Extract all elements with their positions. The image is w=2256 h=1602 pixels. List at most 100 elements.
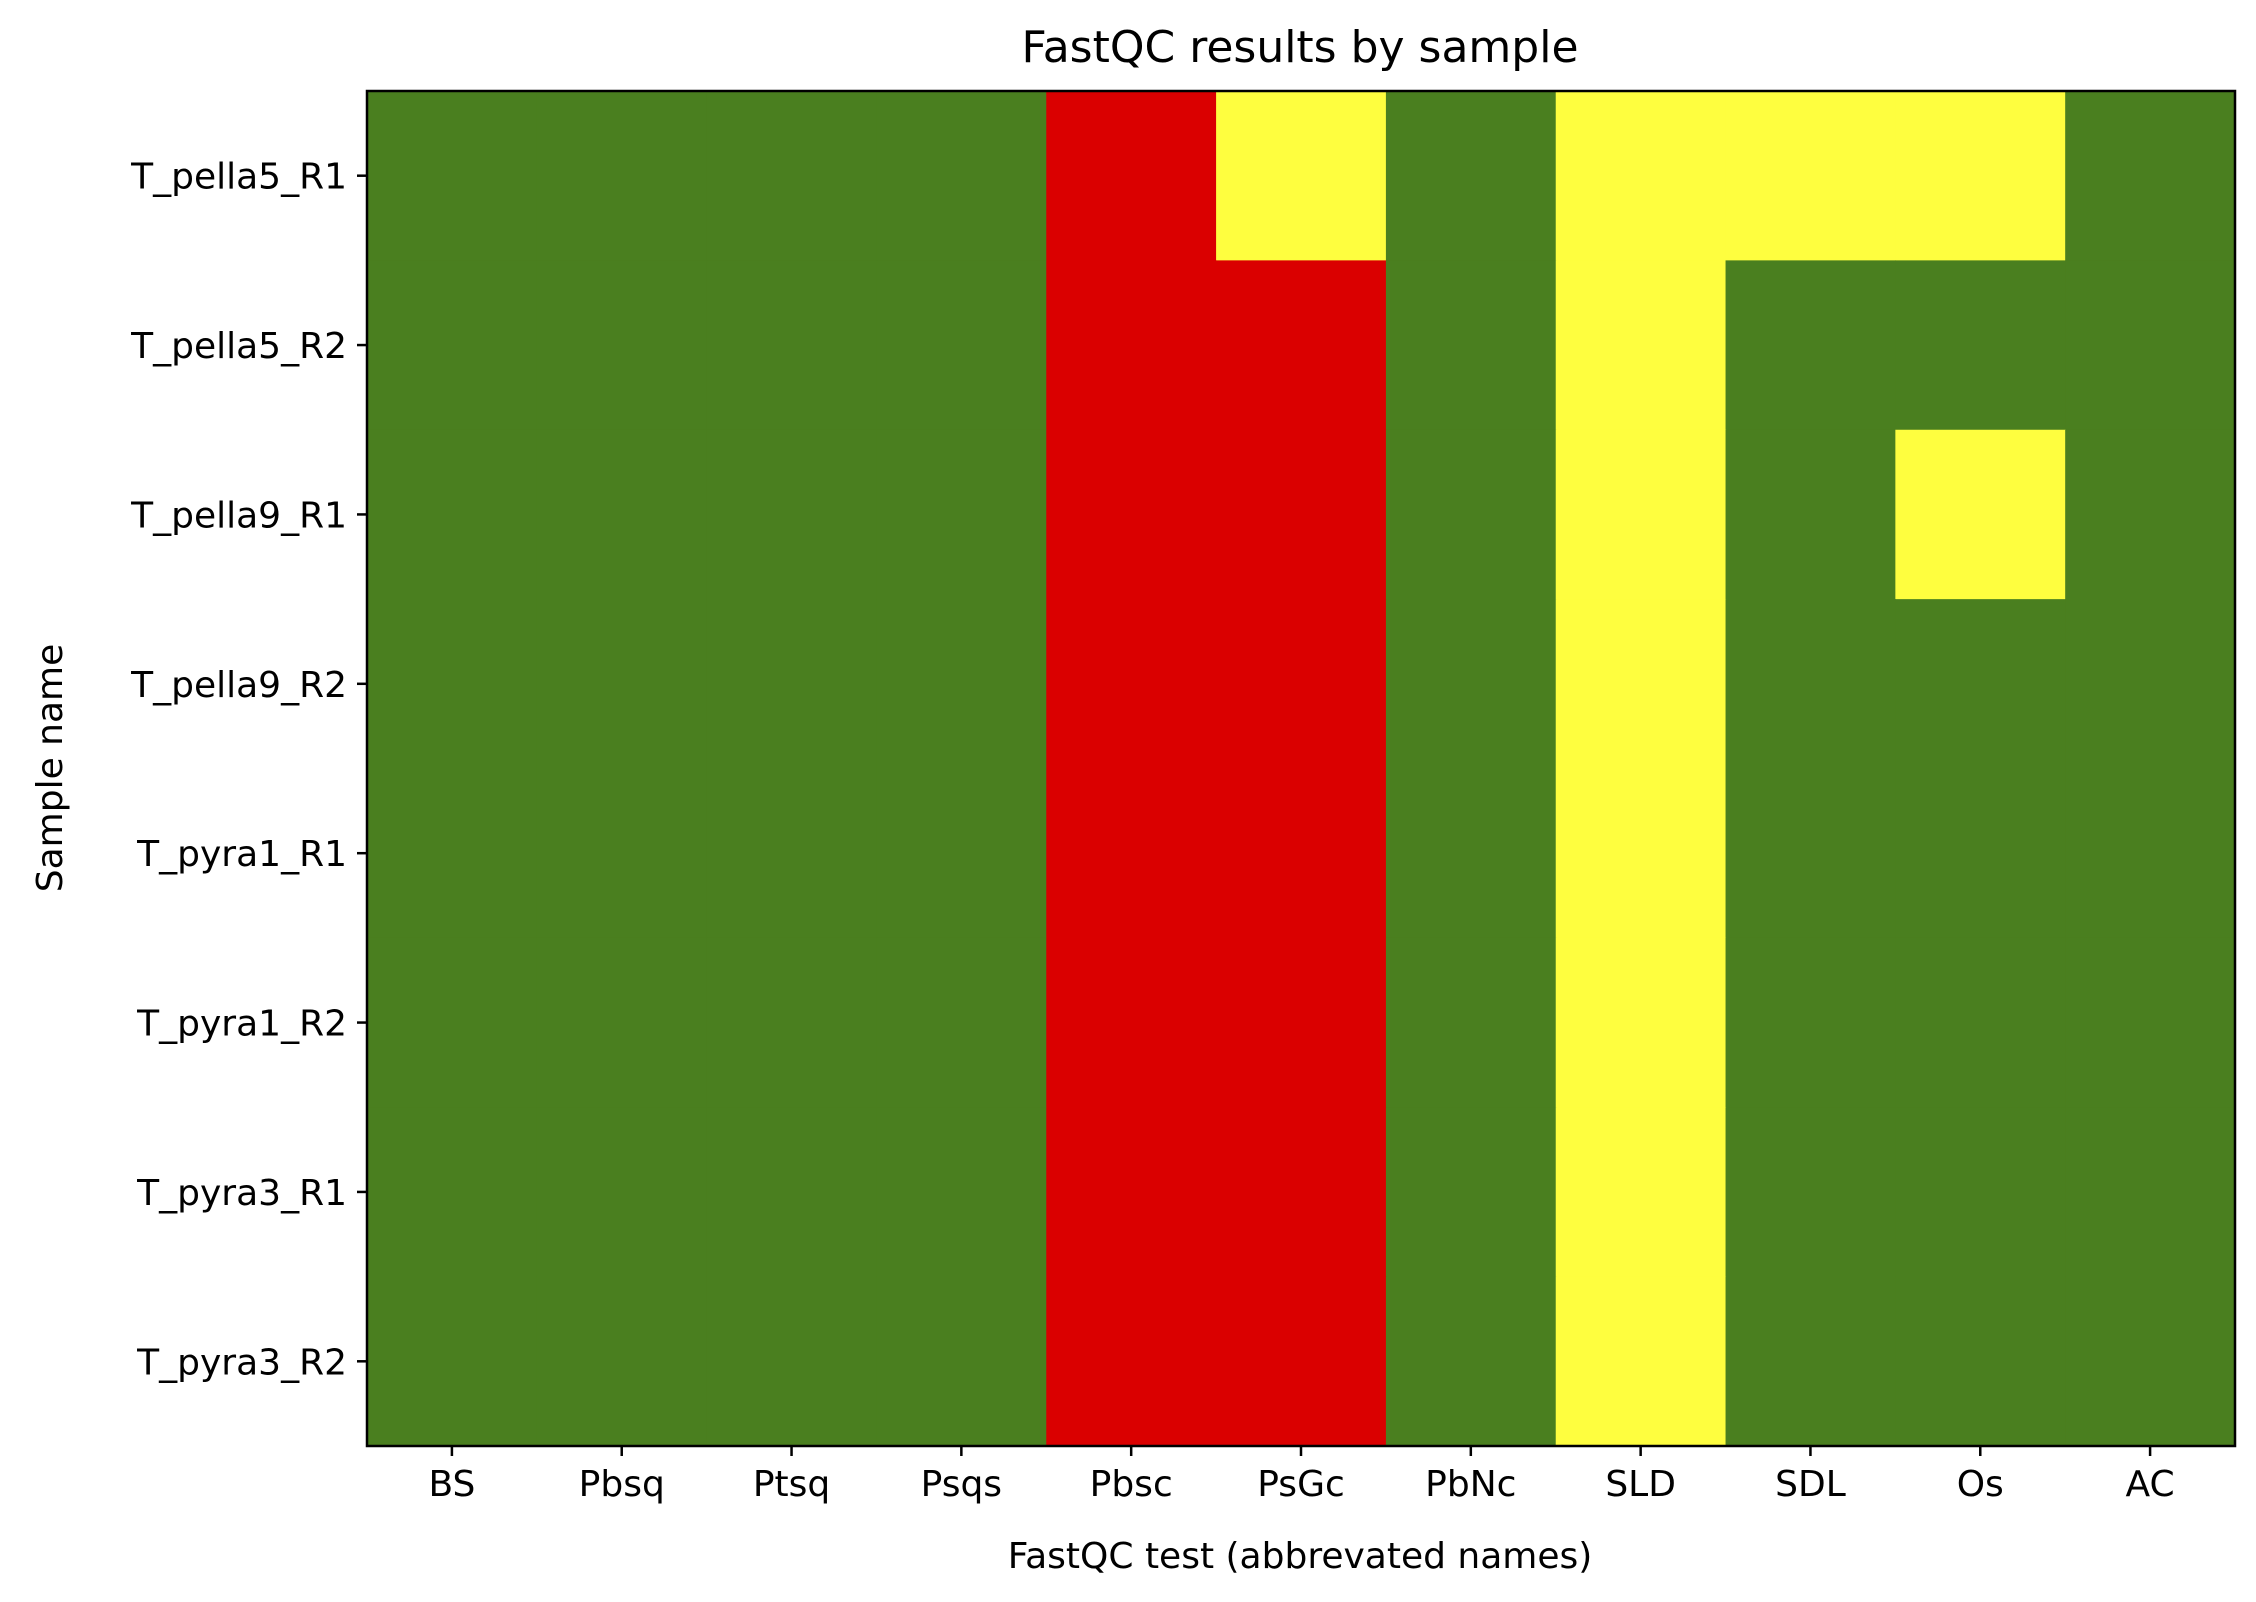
heatmap-cell xyxy=(876,91,1047,261)
x-tick-label: Pbsc xyxy=(1090,1464,1173,1505)
heatmap-cell xyxy=(1216,429,1387,600)
heatmap-cell xyxy=(1895,260,2066,431)
heatmap-cell xyxy=(1385,91,1557,261)
heatmap-cell xyxy=(367,91,538,261)
heatmap-cell xyxy=(2065,1276,2236,1447)
x-tick-label: PbNc xyxy=(1425,1464,1516,1505)
x-axis: BS Pbsq Ptsq Psqs Pbsc PsGc PbNc SLD SDL Os AC xyxy=(428,1446,2175,1505)
heatmap-cell xyxy=(1895,429,2066,600)
heatmap-cell xyxy=(706,599,878,770)
y-axis-label: Sample name xyxy=(30,644,71,893)
heatmap-cell xyxy=(367,429,538,600)
heatmap-cell xyxy=(876,599,1047,770)
heatmap-cell xyxy=(1216,91,1387,261)
heatmap-cell xyxy=(367,937,538,1108)
x-tick-label: SLD xyxy=(1605,1464,1676,1505)
x-tick-label: Psqs xyxy=(921,1464,1002,1505)
x-tick-label: Pbsq xyxy=(579,1464,665,1505)
heatmap-cell xyxy=(2065,260,2236,431)
heatmap-cell xyxy=(1725,260,1896,431)
heatmap-cell xyxy=(1555,768,1727,939)
x-tick-label: PsGc xyxy=(1257,1464,1345,1505)
heatmap-cell xyxy=(1385,1276,1557,1447)
heatmap-cell xyxy=(1046,937,1217,1108)
heatmap-cell xyxy=(1046,429,1217,600)
heatmap-cell xyxy=(1555,429,1727,600)
heatmap-cell xyxy=(706,1276,878,1447)
heatmap-cell xyxy=(1385,768,1557,939)
heatmap-cell xyxy=(367,260,538,431)
heatmap-cell xyxy=(1555,1107,1727,1278)
heatmap-cell xyxy=(1046,1107,1217,1278)
heatmap-cell xyxy=(1046,91,1217,261)
heatmap-cell xyxy=(536,1107,708,1278)
heatmap-cell xyxy=(367,1276,538,1447)
x-tick-label: SDL xyxy=(1775,1464,1846,1505)
y-tick-label: T_pyra1_R2 xyxy=(136,1004,347,1045)
heatmap-cell xyxy=(1216,768,1387,939)
heatmap-cell xyxy=(536,1276,708,1447)
heatmap-cell xyxy=(706,91,878,261)
heatmap-cell xyxy=(1385,260,1557,431)
heatmap-cell xyxy=(1725,91,1896,261)
heatmap-cell xyxy=(1555,937,1727,1108)
heatmap-cell xyxy=(2065,599,2236,770)
y-tick-label: T_pella9_R2 xyxy=(130,665,347,706)
heatmap-cell xyxy=(536,91,708,261)
heatmap-cell xyxy=(1385,1107,1557,1278)
heatmap-cell xyxy=(2065,429,2236,600)
heatmap-cell xyxy=(1555,260,1727,431)
heatmap-cell xyxy=(536,768,708,939)
heatmap-cell xyxy=(1725,1276,1896,1447)
chart-title: FastQC results by sample xyxy=(1021,22,1578,73)
heatmap-cell xyxy=(876,260,1047,431)
y-tick-label: T_pyra1_R1 xyxy=(136,834,347,875)
heatmap-cell xyxy=(1895,91,2066,261)
heatmap-cells xyxy=(367,91,2236,1447)
heatmap-cell xyxy=(1895,768,2066,939)
heatmap-cell xyxy=(367,1107,538,1278)
heatmap-cell xyxy=(1385,937,1557,1108)
heatmap-cell xyxy=(1725,599,1896,770)
heatmap-cell xyxy=(536,599,708,770)
heatmap-cell xyxy=(1046,260,1217,431)
heatmap-cell xyxy=(1725,1107,1896,1278)
x-tick-label: Os xyxy=(1957,1464,2004,1505)
x-axis-label: FastQC test (abbrevated names) xyxy=(1008,1536,1593,1577)
x-tick-label: AC xyxy=(2126,1464,2175,1505)
heatmap-cell xyxy=(1895,599,2066,770)
heatmap-cell xyxy=(2065,768,2236,939)
heatmap-cell xyxy=(1895,1107,2066,1278)
heatmap-cell xyxy=(1385,599,1557,770)
heatmap-cell xyxy=(1555,599,1727,770)
heatmap-cell xyxy=(876,429,1047,600)
heatmap-cell xyxy=(706,1107,878,1278)
heatmap-cell xyxy=(1216,599,1387,770)
heatmap-cell xyxy=(1216,937,1387,1108)
heatmap-cell xyxy=(706,260,878,431)
y-axis: T_pella5_R1 T_pella5_R2 T_pella9_R1 T_pella… xyxy=(130,157,367,1383)
y-tick-label: T_pella9_R1 xyxy=(130,495,347,536)
heatmap-cell xyxy=(1046,768,1217,939)
heatmap-cell xyxy=(876,937,1047,1108)
heatmap-cell xyxy=(1046,599,1217,770)
heatmap-cell xyxy=(876,768,1047,939)
heatmap-cell xyxy=(1555,91,1727,261)
heatmap-cell xyxy=(536,260,708,431)
heatmap-cell xyxy=(367,599,538,770)
heatmap-cell xyxy=(2065,937,2236,1108)
heatmap-cell xyxy=(1895,1276,2066,1447)
y-tick-label: T_pyra3_R2 xyxy=(136,1342,347,1383)
heatmap-cell xyxy=(706,937,878,1108)
heatmap-cell xyxy=(1725,768,1896,939)
heatmap-cell xyxy=(1216,1107,1387,1278)
heatmap-cell xyxy=(536,429,708,600)
y-tick-label: T_pella5_R1 xyxy=(130,157,347,198)
heatmap-cell xyxy=(2065,1107,2236,1278)
heatmap-cell xyxy=(1725,429,1896,600)
heatmap-cell xyxy=(367,768,538,939)
heatmap-cell xyxy=(876,1107,1047,1278)
x-tick-label: BS xyxy=(428,1464,475,1505)
heatmap-cell xyxy=(706,429,878,600)
